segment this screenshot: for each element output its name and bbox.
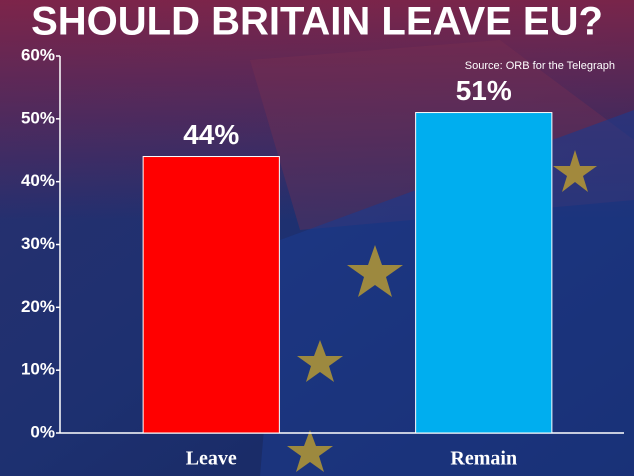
y-tick-label: 10% (21, 360, 55, 379)
x-tick-label: Remain (450, 448, 517, 470)
source: Source: ORB for the Telegraph (465, 60, 615, 72)
y-tick-label: 50% (21, 108, 55, 127)
value-label: 44% (183, 119, 239, 150)
value-label: 51% (456, 75, 512, 106)
y-tick-label: 20% (21, 297, 55, 316)
chart-title: SHOULD BRITAIN LEAVE EU? (31, 0, 603, 44)
y-tick-label: 40% (21, 171, 55, 190)
y-tick-label: 30% (21, 234, 55, 253)
x-tick-label: Leave (186, 448, 237, 470)
bar (415, 112, 553, 434)
bar (142, 156, 280, 434)
y-tick-label: 60% (21, 45, 55, 64)
y-tick-label: 0% (30, 422, 55, 441)
stars (287, 150, 597, 472)
